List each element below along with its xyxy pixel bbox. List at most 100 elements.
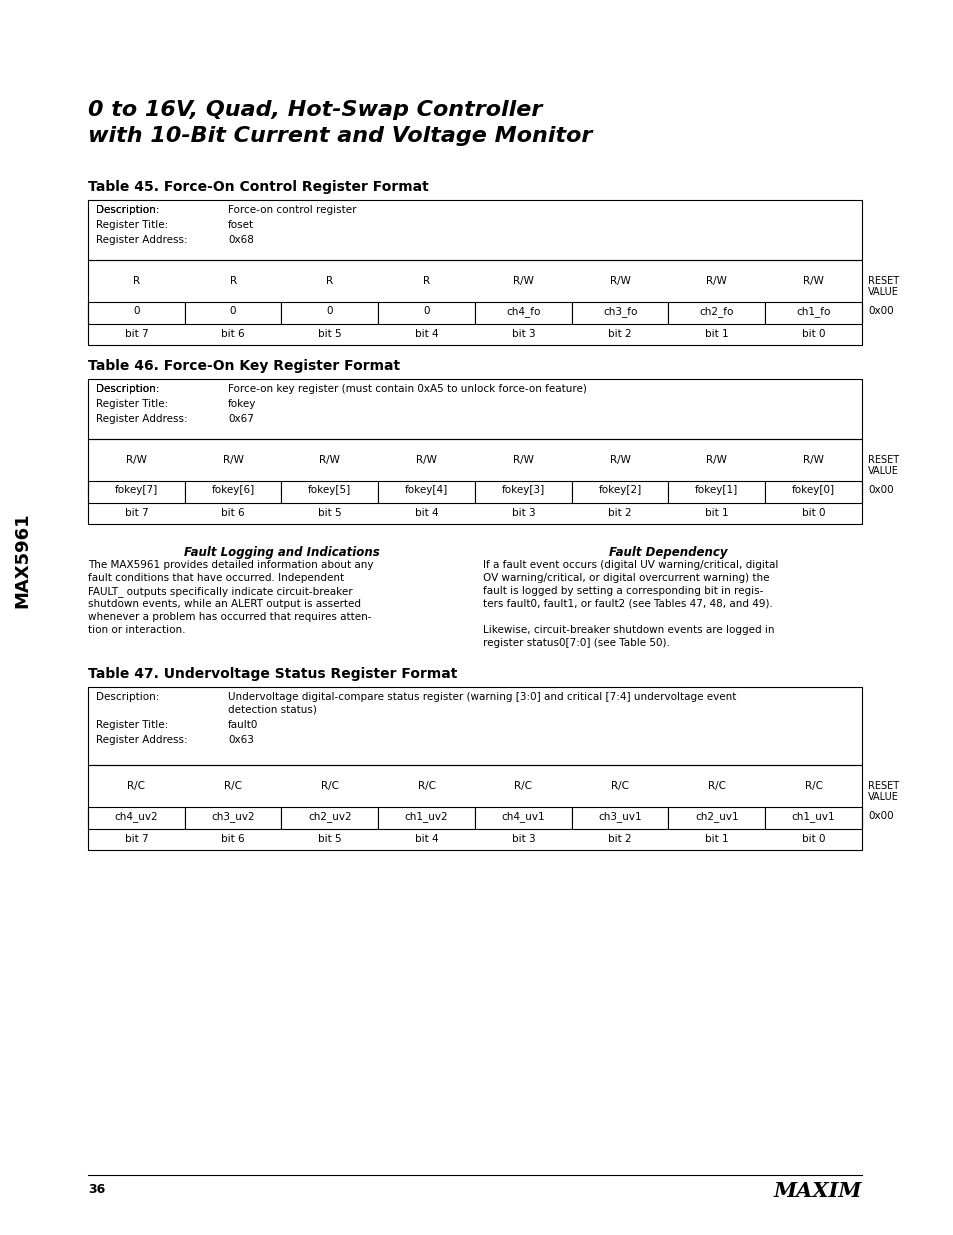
Text: ters fault0, fault1, or fault2 (see Tables 47, 48, and 49).: ters fault0, fault1, or fault2 (see Tabl…: [482, 599, 772, 609]
Text: fokey[7]: fokey[7]: [114, 485, 158, 495]
Text: RESET: RESET: [867, 275, 898, 287]
Bar: [88, 200, 862, 261]
Text: bit 2: bit 2: [608, 329, 631, 338]
Bar: [88, 687, 862, 764]
Text: bit 6: bit 6: [221, 329, 245, 338]
Text: R/C: R/C: [611, 781, 628, 790]
Text: bit 4: bit 4: [415, 508, 438, 517]
Text: R: R: [132, 275, 140, 287]
Text: Fault Dependency: Fault Dependency: [609, 546, 727, 559]
Bar: [377, 303, 475, 324]
Text: Fault Logging and Indications: Fault Logging and Indications: [183, 546, 379, 559]
Text: R/W: R/W: [609, 454, 630, 466]
Text: Register Address:: Register Address:: [96, 414, 188, 424]
Text: bit 7: bit 7: [125, 508, 148, 517]
Text: 0x00: 0x00: [867, 485, 893, 495]
Text: bit 4: bit 4: [415, 834, 438, 844]
Text: MAXIM: MAXIM: [773, 1181, 862, 1200]
Text: Force-on control register: Force-on control register: [228, 205, 356, 215]
Bar: [571, 806, 668, 829]
Bar: [377, 806, 475, 829]
Text: R/C: R/C: [707, 781, 725, 790]
Bar: [88, 806, 185, 829]
Text: fault0: fault0: [228, 720, 258, 730]
Text: VALUE: VALUE: [867, 792, 898, 802]
Text: R/W: R/W: [513, 454, 534, 466]
Bar: [571, 303, 668, 324]
Text: Table 47. Undervoltage Status Register Format: Table 47. Undervoltage Status Register F…: [88, 667, 456, 680]
Text: Undervoltage digital-compare status register (warning [3:0] and critical [7:4] u: Undervoltage digital-compare status regi…: [228, 692, 736, 701]
Text: R/W: R/W: [706, 275, 726, 287]
Text: fokey[3]: fokey[3]: [501, 485, 544, 495]
Bar: [185, 480, 281, 503]
Bar: [764, 480, 862, 503]
Text: bit 3: bit 3: [511, 508, 535, 517]
Text: fokey[5]: fokey[5]: [308, 485, 351, 495]
Text: Description:: Description:: [96, 384, 159, 394]
Bar: [88, 764, 862, 850]
Bar: [281, 303, 377, 324]
Text: ch1_fo: ch1_fo: [796, 306, 830, 317]
Text: R/W: R/W: [802, 454, 823, 466]
Text: 0x63: 0x63: [228, 735, 253, 745]
Text: OV warning/critical, or digital overcurrent warning) the: OV warning/critical, or digital overcurr…: [482, 573, 769, 583]
Text: register status0[7:0] (see Table 50).: register status0[7:0] (see Table 50).: [482, 638, 669, 648]
Text: 0x00: 0x00: [867, 811, 893, 821]
Text: Description:: Description:: [96, 205, 159, 215]
Text: fokey: fokey: [228, 399, 256, 409]
Text: Register Address:: Register Address:: [96, 235, 188, 245]
Bar: [88, 480, 185, 503]
Text: Register Title:: Register Title:: [96, 220, 168, 230]
Text: VALUE: VALUE: [867, 466, 898, 475]
Text: bit 5: bit 5: [317, 834, 341, 844]
Text: ch3_fo: ch3_fo: [602, 306, 637, 317]
Text: Description:: Description:: [96, 692, 159, 701]
Text: fokey[1]: fokey[1]: [695, 485, 738, 495]
Text: MAX5961: MAX5961: [13, 513, 30, 608]
Text: R/W: R/W: [319, 454, 340, 466]
Text: R/C: R/C: [224, 781, 242, 790]
Text: bit 2: bit 2: [608, 508, 631, 517]
Text: fault is logged by setting a corresponding bit in regis-: fault is logged by setting a correspondi…: [482, 585, 762, 597]
Text: R/W: R/W: [802, 275, 823, 287]
Text: ch1_uv1: ch1_uv1: [791, 811, 835, 823]
Bar: [281, 480, 377, 503]
Text: R/C: R/C: [514, 781, 532, 790]
Text: bit 1: bit 1: [704, 834, 728, 844]
Text: ch1_uv2: ch1_uv2: [404, 811, 448, 823]
Bar: [475, 806, 571, 829]
Text: bit 0: bit 0: [801, 508, 824, 517]
Text: foset: foset: [228, 220, 253, 230]
Bar: [571, 480, 668, 503]
Text: ch4_uv1: ch4_uv1: [501, 811, 544, 823]
Text: R: R: [422, 275, 430, 287]
Text: ch3_uv2: ch3_uv2: [212, 811, 254, 823]
Text: bit 5: bit 5: [317, 508, 341, 517]
Text: R/W: R/W: [416, 454, 436, 466]
Text: Register Address:: Register Address:: [96, 735, 188, 745]
Text: R/W: R/W: [126, 454, 147, 466]
Text: whenever a problem has occurred that requires atten-: whenever a problem has occurred that req…: [88, 613, 371, 622]
Bar: [88, 379, 862, 438]
Text: ch4_fo: ch4_fo: [506, 306, 540, 317]
Text: 0: 0: [133, 306, 139, 316]
Text: 0: 0: [326, 306, 333, 316]
Text: ch2_fo: ch2_fo: [699, 306, 733, 317]
Text: 0: 0: [230, 306, 236, 316]
Text: R/C: R/C: [128, 781, 145, 790]
Text: 0: 0: [423, 306, 430, 316]
Text: R/C: R/C: [417, 781, 436, 790]
Text: R/W: R/W: [222, 454, 243, 466]
Text: ch3_uv1: ch3_uv1: [598, 811, 641, 823]
Text: ch2_uv2: ch2_uv2: [308, 811, 352, 823]
Bar: [88, 261, 862, 345]
Text: FAULT_ outputs specifically indicate circuit-breaker: FAULT_ outputs specifically indicate cir…: [88, 585, 353, 597]
Text: R: R: [326, 275, 334, 287]
Text: Likewise, circuit-breaker shutdown events are logged in: Likewise, circuit-breaker shutdown event…: [482, 625, 774, 635]
Text: bit 0: bit 0: [801, 329, 824, 338]
Text: 0x00: 0x00: [867, 306, 893, 316]
Bar: [668, 480, 764, 503]
Text: fokey[0]: fokey[0]: [791, 485, 834, 495]
Text: Register Title:: Register Title:: [96, 720, 168, 730]
Bar: [764, 806, 862, 829]
